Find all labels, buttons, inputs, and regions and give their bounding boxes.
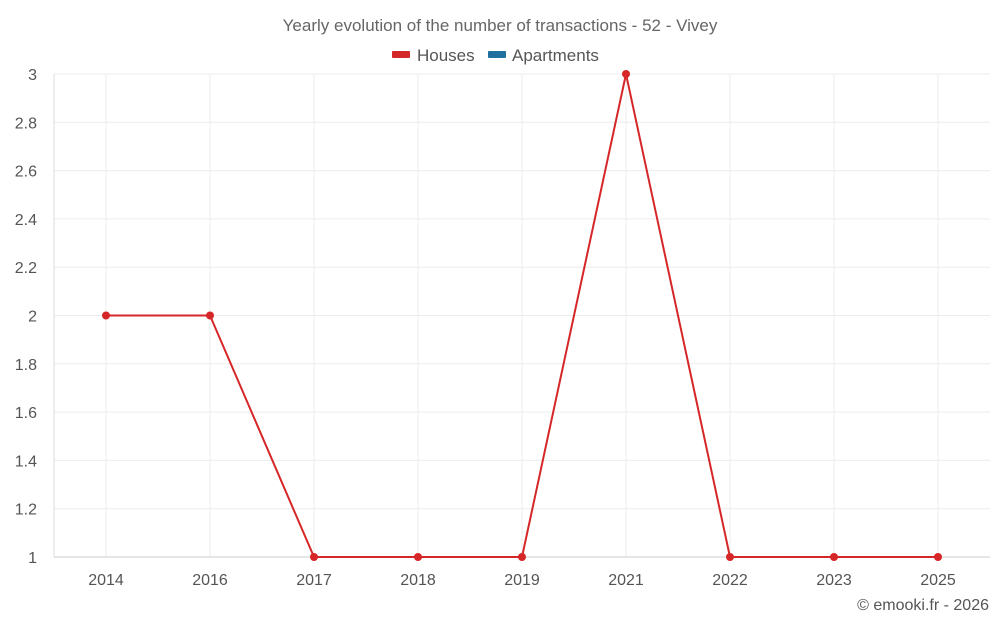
y-tick-label: 1 bbox=[28, 550, 37, 567]
data-point-houses[interactable] bbox=[414, 553, 422, 561]
legend-swatch-houses bbox=[392, 51, 410, 58]
x-tick-label: 2021 bbox=[608, 572, 644, 589]
y-tick-label: 3 bbox=[28, 67, 37, 84]
y-tick-label: 2.4 bbox=[15, 212, 37, 229]
x-tick-label: 2016 bbox=[192, 572, 228, 589]
y-tick-label: 2.6 bbox=[15, 164, 37, 181]
legend-item-apartments[interactable]: Apartments bbox=[488, 46, 599, 65]
x-tick-label: 2018 bbox=[400, 572, 436, 589]
data-point-houses[interactable] bbox=[830, 553, 838, 561]
data-point-houses[interactable] bbox=[102, 311, 110, 320]
chart-title: Yearly evolution of the number of transa… bbox=[283, 16, 718, 35]
y-tick-label: 2.2 bbox=[15, 260, 37, 277]
x-tick-label: 2023 bbox=[816, 572, 852, 589]
y-tick-label: 1.6 bbox=[15, 405, 37, 422]
data-point-houses[interactable] bbox=[622, 70, 630, 78]
data-point-houses[interactable] bbox=[934, 553, 942, 561]
x-tick-label: 2025 bbox=[920, 572, 956, 589]
data-point-houses[interactable] bbox=[310, 553, 318, 561]
y-tick-label: 2 bbox=[28, 309, 37, 326]
credit-text: © emooki.fr - 2026 bbox=[857, 597, 989, 614]
y-axis: 1 1.2 1.4 1.6 1.8 2 2.2 2.4 2.6 2.8 3 bbox=[15, 67, 55, 567]
legend-label-houses: Houses bbox=[417, 46, 475, 65]
y-tick-label: 2.8 bbox=[15, 115, 37, 132]
legend-swatch-apartments bbox=[488, 51, 506, 58]
data-point-houses[interactable] bbox=[518, 553, 526, 561]
series-layer bbox=[102, 70, 942, 561]
legend-label-apartments: Apartments bbox=[512, 46, 599, 65]
legend: Houses Apartments bbox=[392, 46, 599, 65]
y-tick-label: 1.4 bbox=[15, 453, 37, 470]
y-tick-label: 1.2 bbox=[15, 502, 37, 519]
x-tick-label: 2014 bbox=[88, 572, 124, 589]
x-tick-label: 2022 bbox=[712, 572, 748, 589]
y-tick-label: 1.8 bbox=[15, 357, 37, 374]
x-tick-label: 2019 bbox=[504, 572, 540, 589]
legend-item-houses[interactable]: Houses bbox=[392, 46, 475, 65]
x-axis: 2014 2016 2017 2018 2019 2021 2022 2023 2025 bbox=[54, 556, 990, 589]
data-point-houses[interactable] bbox=[206, 311, 214, 320]
data-point-houses[interactable] bbox=[726, 553, 734, 561]
x-tick-label: 2017 bbox=[296, 572, 332, 589]
